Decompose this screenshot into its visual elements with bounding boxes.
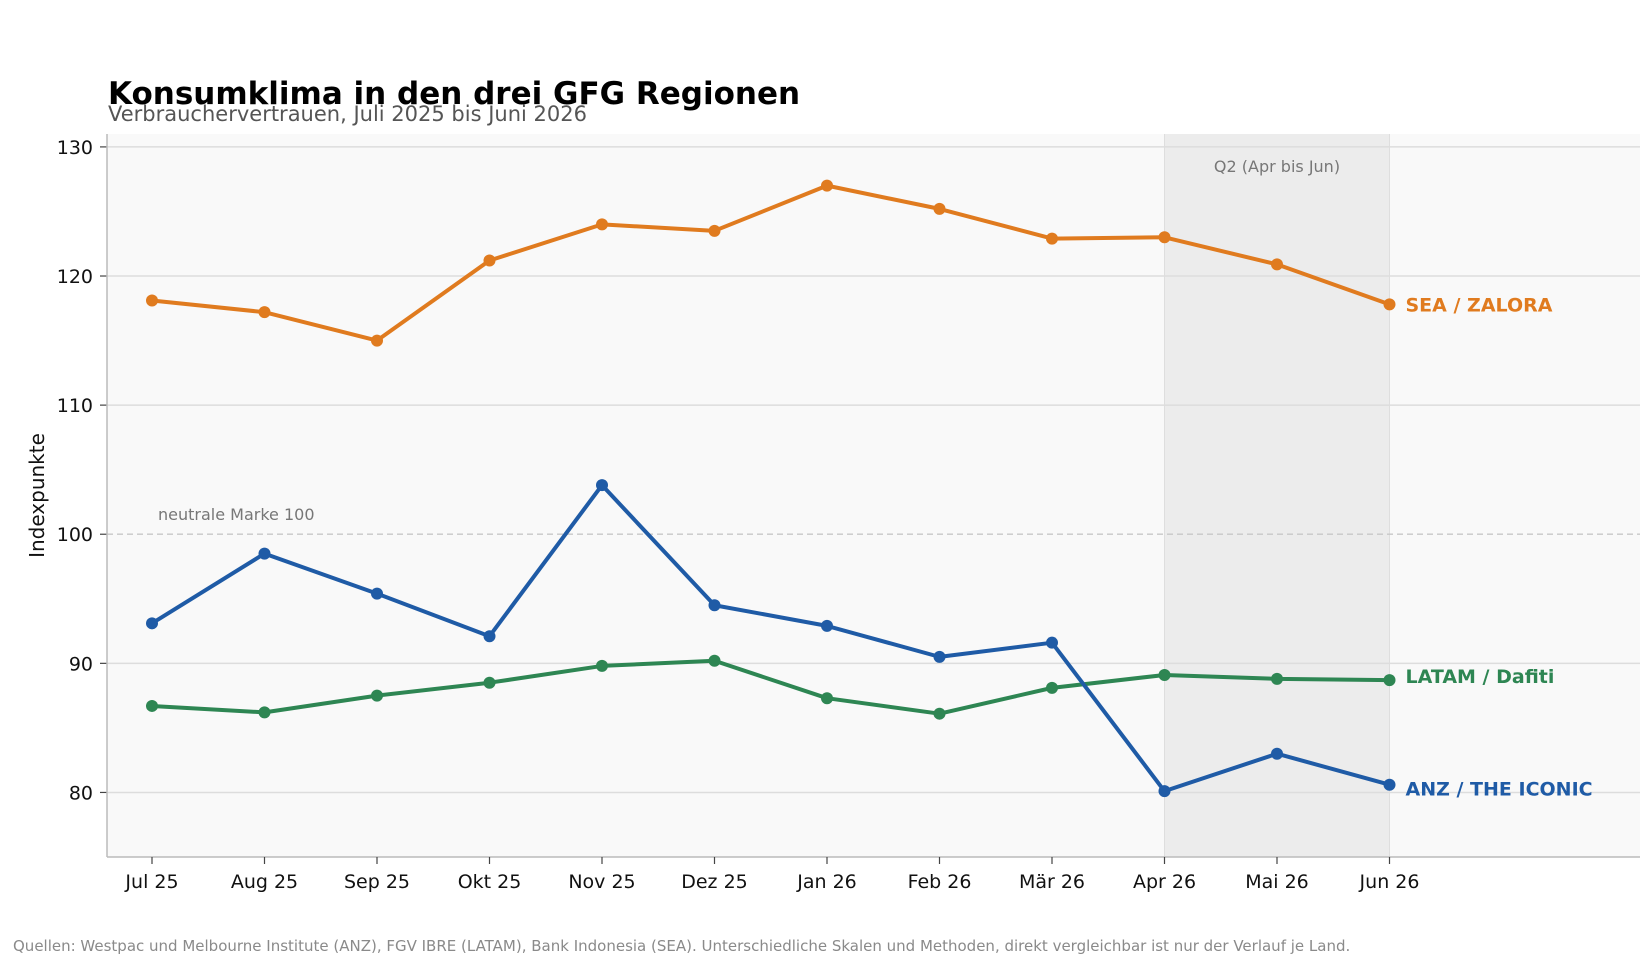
data-point: [1383, 778, 1396, 791]
series-label: ANZ / THE ICONIC: [1406, 779, 1593, 801]
data-point: [258, 306, 271, 319]
gridlines: [107, 146, 1640, 794]
data-point: [933, 650, 946, 663]
x-tick-label: Sep 25: [344, 871, 410, 893]
data-point: [146, 699, 158, 712]
data-point: [258, 706, 271, 719]
highlight-region: Q2 (Apr bis Jun): [1164, 134, 1390, 857]
x-tick-label: Aug 25: [231, 871, 298, 893]
data-point: [596, 479, 608, 492]
data-point: [483, 630, 496, 643]
data-point: [708, 599, 721, 612]
y-tick-label: 130: [57, 137, 93, 159]
series-line: [150, 483, 1392, 794]
series-line: [150, 183, 1392, 343]
chart-title: Konsumklima in den drei GFG Regionen: [108, 76, 800, 112]
data-point: [821, 619, 833, 632]
data-point: [708, 224, 721, 237]
data-point: [1271, 747, 1283, 760]
x-tick-label: Nov 25: [568, 871, 635, 893]
source-note: Quellen: Westpac und Melbourne Institute…: [13, 937, 1350, 955]
series-group: [146, 179, 1396, 798]
x-tick-label: Okt 25: [458, 871, 522, 893]
y-axis-label: Indexpunkte: [25, 433, 49, 558]
axes: 80 90 100 110 120 130 Jul 25 Aug 25 Sep 25 Okt 25…: [57, 134, 1640, 893]
x-tick-label: Jan 26: [796, 871, 857, 893]
data-point: [146, 294, 158, 307]
series-label: LATAM / Dafiti: [1406, 666, 1555, 688]
data-point: [933, 202, 946, 215]
data-point: [258, 547, 271, 560]
data-point: [708, 654, 721, 667]
x-tick-label: Apr 26: [1133, 871, 1196, 893]
series-line: [150, 658, 1392, 716]
data-point: [1271, 672, 1283, 685]
x-tick-label: Jun 26: [1359, 871, 1420, 893]
y-tick-label: 100: [57, 524, 93, 546]
data-point: [1383, 674, 1396, 687]
data-point: [821, 179, 833, 192]
data-point: [821, 692, 833, 705]
data-point: [146, 617, 158, 630]
data-point: [483, 676, 496, 689]
y-tick-label: 80: [69, 782, 93, 804]
x-tick-label: Mär 26: [1019, 871, 1085, 893]
data-point: [1158, 231, 1171, 244]
series-label: SEA / ZALORA: [1406, 294, 1553, 316]
data-point: [596, 218, 608, 231]
data-point: [596, 659, 608, 672]
data-point: [1158, 785, 1171, 798]
chart-subtitle: Verbrauchervertrauen, Juli 2025 bis Juni…: [108, 102, 587, 126]
reference-line-label: neutrale Marke 100: [158, 505, 315, 524]
y-tick-label: 110: [57, 395, 93, 417]
x-tick-label: Mai 26: [1245, 871, 1309, 893]
data-point: [371, 334, 383, 347]
data-point: [1383, 298, 1396, 311]
highlight-label: Q2 (Apr bis Jun): [1214, 157, 1340, 176]
data-point: [1046, 232, 1058, 245]
data-point: [933, 707, 946, 720]
x-tick-label: Dez 25: [681, 871, 748, 893]
data-point: [371, 689, 383, 702]
y-tick-label: 90: [69, 653, 93, 675]
x-tick-label: Jul 25: [124, 871, 178, 893]
reference-line-group: neutrale Marke 100: [107, 505, 1640, 535]
data-point: [1046, 681, 1058, 694]
data-point: [1271, 258, 1283, 271]
data-point: [1046, 636, 1058, 649]
data-point: [483, 254, 496, 267]
series-labels: SEA / ZALORA LATAM / Dafiti ANZ / THE ICON…: [1406, 294, 1593, 800]
plot-area: [107, 134, 1640, 857]
data-point: [1158, 668, 1171, 681]
x-tick-label: Feb 26: [908, 871, 972, 893]
y-tick-label: 120: [57, 266, 93, 288]
data-point: [371, 587, 383, 600]
highlight-rect: [1164, 134, 1390, 857]
